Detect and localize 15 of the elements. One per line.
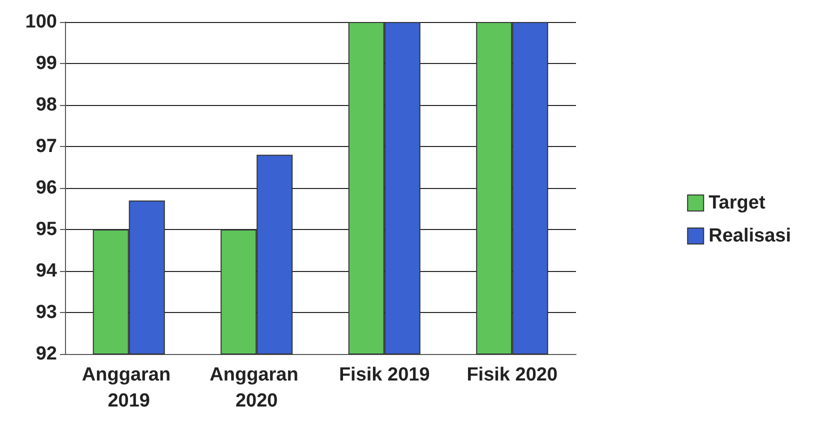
- y-tick-label: 97: [36, 136, 57, 157]
- x-tick-label: Fisik 2020: [466, 364, 558, 386]
- y-tick-label: 94: [36, 260, 58, 282]
- x-tick-label: Anggaran 2020: [210, 364, 304, 412]
- y-tick-label: 95: [36, 219, 58, 240]
- y-tick-label: 96: [36, 178, 57, 198]
- legend-label: Target: [708, 192, 766, 214]
- legend-label: Realisasi: [708, 226, 792, 246]
- y-tick-label: 100: [25, 12, 57, 32]
- x-tick-label: Fisik 2019: [338, 364, 430, 386]
- y-tick-label: 99: [36, 53, 57, 74]
- y-tick-label: 92: [36, 344, 57, 364]
- x-tick-label: Anggaran 2019: [82, 364, 176, 412]
- y-tick-label: 93: [36, 302, 57, 323]
- y-tick-label: 98: [36, 94, 57, 116]
